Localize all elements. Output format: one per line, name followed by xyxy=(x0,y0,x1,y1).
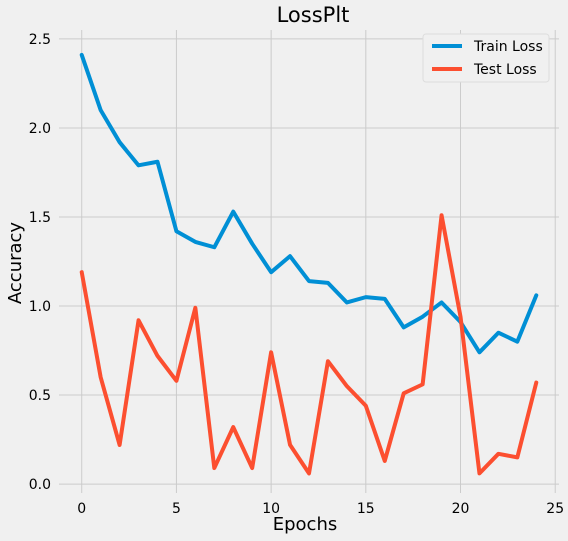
x-axis-label: Epochs xyxy=(273,514,338,535)
y-tick-label-1: 1.0 xyxy=(29,299,51,315)
x-tick-label-10: 10 xyxy=(262,501,280,517)
grid xyxy=(59,30,559,493)
series-layer xyxy=(79,52,539,476)
chart-title: LossPlt xyxy=(277,3,350,27)
x-tick-label-15: 15 xyxy=(357,501,375,517)
y-axis-label: Accuracy xyxy=(5,222,26,305)
tick-labels: 0 5 10 15 20 25 0.0 0.5 1.0 1.5 2.0 2.5 xyxy=(29,32,564,517)
y-tick-label-1-5: 1.5 xyxy=(29,210,51,226)
y-tick-label-0: 0.0 xyxy=(29,477,51,493)
legend: Train Loss Test Loss xyxy=(422,33,550,83)
y-tick-label-2: 2.0 xyxy=(29,121,51,137)
y-tick-label-0-5: 0.5 xyxy=(29,388,51,404)
legend-label-test-loss: Test Loss xyxy=(473,62,537,78)
legend-label-train-loss: Train Loss xyxy=(473,39,543,55)
x-tick-label-5: 5 xyxy=(172,501,181,517)
x-tick-label-20: 20 xyxy=(452,501,470,517)
x-tick-label-0: 0 xyxy=(77,501,86,517)
x-tick-label-25: 25 xyxy=(546,501,564,517)
y-tick-label-2-5: 2.5 xyxy=(29,32,51,48)
